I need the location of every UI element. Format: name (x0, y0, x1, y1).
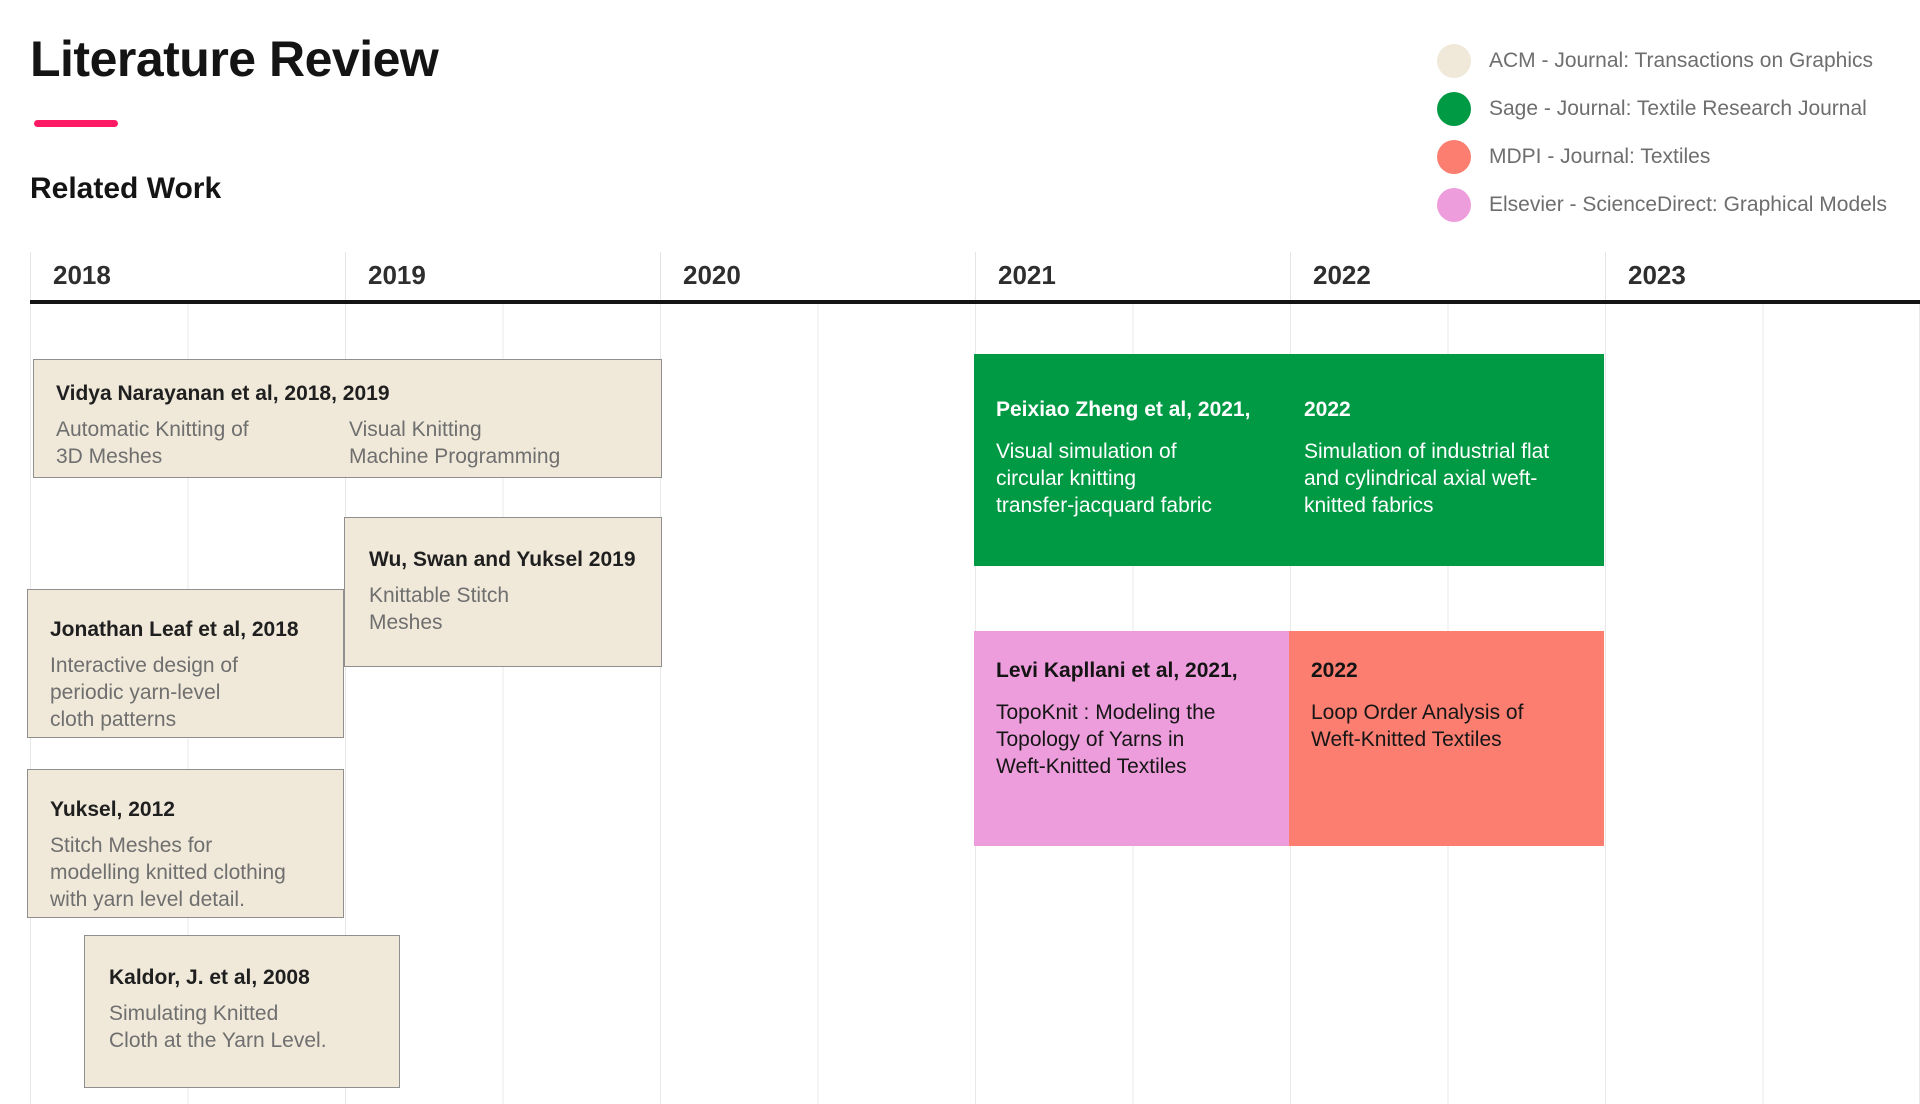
card-text-2019: Visual Knitting Machine Programming (349, 418, 561, 469)
card-wu-swan-yuksel: Wu, Swan and Yuksel 2019 Knittable Stitc… (344, 517, 662, 667)
card-title: Vidya Narayanan et al, 2018, 2019 (56, 382, 390, 405)
legend-label: MDPI - Journal: Textiles (1489, 145, 1711, 168)
section-title: Related Work (30, 172, 222, 205)
card-text-2021: Visual simulation of circular knitting t… (996, 440, 1212, 518)
card-title-2022: 2022 (1304, 398, 1351, 421)
card-text: Stitch Meshes for modelling knitted clot… (50, 834, 286, 912)
card-text: Knittable Stitch Meshes (369, 584, 510, 635)
timeline-axis-line (30, 300, 1920, 304)
page-title: Literature Review (30, 31, 439, 87)
card-text: Simulating Knitted Cloth at the Yarn Lev… (109, 1002, 327, 1053)
card-levi-kapllani-2021: Levi Kapllani et al, 2021, TopoKnit : Mo… (974, 631, 1289, 846)
elsevier-color-dot (1437, 188, 1471, 222)
card-text: Loop Order Analysis of Weft-Knitted Text… (1311, 701, 1524, 752)
legend-item-acm: ACM - Journal: Transactions on Graphics (1437, 44, 1887, 78)
year-label-2019: 2019 (345, 252, 660, 300)
title-accent-bar (34, 120, 118, 127)
legend-item-sage: Sage - Journal: Textile Research Journal (1437, 92, 1887, 126)
card-jonathan-leaf: Jonathan Leaf et al, 2018 Interactive de… (27, 589, 344, 738)
card-title: Yuksel, 2012 (50, 798, 175, 821)
legend-label: Elsevier - ScienceDirect: Graphical Mode… (1489, 193, 1887, 216)
year-label-2020: 2020 (660, 252, 975, 300)
card-levi-kapllani-2022: 2022 Loop Order Analysis of Weft-Knitted… (1289, 631, 1604, 846)
sage-color-dot (1437, 92, 1471, 126)
acm-color-dot (1437, 44, 1471, 78)
mdpi-color-dot (1437, 140, 1471, 174)
year-label-2021: 2021 (975, 252, 1290, 300)
card-kaldor: Kaldor, J. et al, 2008 Simulating Knitte… (84, 935, 400, 1088)
card-title-2021: Peixiao Zheng et al, 2021, (996, 398, 1251, 421)
legend: ACM - Journal: Transactions on Graphics … (1437, 44, 1887, 222)
card-text: TopoKnit : Modeling the Topology of Yarn… (996, 701, 1216, 779)
card-text: Interactive design of periodic yarn-leve… (50, 654, 238, 732)
card-yuksel: Yuksel, 2012 Stitch Meshes for modelling… (27, 769, 344, 918)
year-label-2018: 2018 (30, 252, 345, 300)
card-title: 2022 (1311, 659, 1358, 682)
card-text-2022: Simulation of industrial flat and cylind… (1304, 440, 1550, 518)
year-label-2022: 2022 (1290, 252, 1605, 300)
card-title: Kaldor, J. et al, 2008 (109, 966, 310, 989)
card-title: Levi Kapllani et al, 2021, (996, 659, 1238, 682)
year-label-2023: 2023 (1605, 252, 1920, 300)
card-narayanan: Vidya Narayanan et al, 2018, 2019 Automa… (33, 359, 662, 478)
legend-label: Sage - Journal: Textile Research Journal (1489, 97, 1867, 120)
card-title: Jonathan Leaf et al, 2018 (50, 618, 299, 641)
card-title: Wu, Swan and Yuksel 2019 (369, 548, 636, 571)
timeline-year-header: 2018 2019 2020 2021 2022 2023 (30, 252, 1920, 300)
card-peixiao-zheng: Peixiao Zheng et al, 2021, Visual simula… (974, 354, 1604, 566)
legend-label: ACM - Journal: Transactions on Graphics (1489, 49, 1873, 72)
card-text-2018: Automatic Knitting of 3D Meshes (56, 418, 249, 469)
legend-item-mdpi: MDPI - Journal: Textiles (1437, 140, 1887, 174)
legend-item-elsevier: Elsevier - ScienceDirect: Graphical Mode… (1437, 188, 1887, 222)
